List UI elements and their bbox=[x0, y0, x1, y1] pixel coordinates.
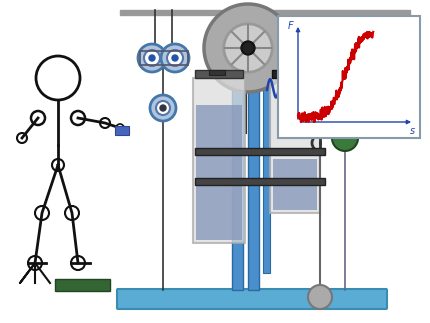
Circle shape bbox=[160, 105, 166, 111]
Circle shape bbox=[332, 125, 358, 151]
Bar bbox=[263, 73, 270, 273]
Bar bbox=[232, 45, 243, 290]
Circle shape bbox=[204, 4, 292, 92]
Circle shape bbox=[138, 44, 166, 72]
Circle shape bbox=[144, 50, 160, 66]
Bar bbox=[209, 70, 225, 75]
Bar bbox=[193, 78, 245, 243]
Circle shape bbox=[308, 285, 332, 309]
Bar bbox=[270, 78, 320, 213]
Circle shape bbox=[150, 95, 176, 121]
Bar bbox=[195, 178, 325, 185]
Text: F: F bbox=[288, 21, 294, 31]
Circle shape bbox=[241, 41, 255, 55]
Bar bbox=[248, 45, 259, 290]
Text: s: s bbox=[409, 126, 415, 136]
Bar bbox=[273, 159, 317, 210]
Circle shape bbox=[167, 50, 183, 66]
Bar bbox=[278, 16, 420, 138]
FancyBboxPatch shape bbox=[117, 289, 387, 309]
Bar bbox=[140, 51, 188, 65]
Bar bbox=[55, 279, 110, 291]
Circle shape bbox=[149, 55, 155, 61]
Circle shape bbox=[161, 44, 189, 72]
Bar bbox=[272, 70, 318, 78]
Bar bbox=[120, 10, 410, 15]
Bar bbox=[196, 105, 242, 240]
Bar bbox=[195, 70, 243, 78]
Circle shape bbox=[224, 24, 272, 72]
Bar bbox=[115, 126, 129, 135]
Bar bbox=[195, 148, 325, 155]
Circle shape bbox=[156, 101, 170, 115]
Circle shape bbox=[172, 55, 178, 61]
